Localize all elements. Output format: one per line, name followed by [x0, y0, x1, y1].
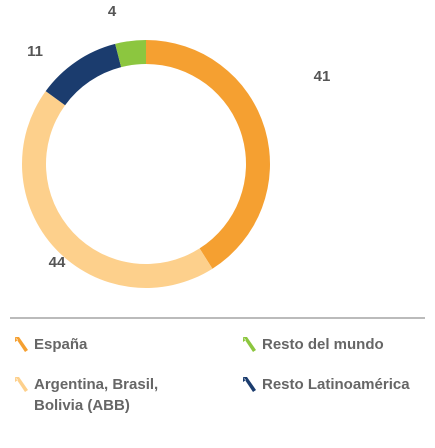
donut-segment: [115, 40, 146, 68]
legend-item: Resto Latinoamérica: [240, 374, 425, 395]
legend-icon: [15, 337, 28, 352]
legend-swatch: [15, 377, 28, 392]
legend-label: Resto Latinoamérica: [262, 376, 410, 393]
donut-segment: [22, 91, 213, 289]
legend-item: España: [12, 334, 197, 355]
legend-icon: [243, 337, 256, 352]
legend-label: Resto del mundo: [262, 336, 384, 353]
legend-item: Resto del mundo: [240, 334, 425, 355]
legend-label: Argentina, Brasil, Bolivia (ABB): [34, 376, 159, 414]
data-label: 41: [314, 68, 331, 85]
legend-icon: [15, 377, 28, 392]
legend-swatch: [243, 377, 256, 392]
data-label: 44: [49, 254, 66, 271]
data-label: 4: [108, 3, 117, 20]
data-label: 11: [27, 43, 43, 60]
donut-segment: [146, 40, 270, 269]
legend-label: España: [34, 336, 88, 353]
legend-item: Argentina, Brasil, Bolivia (ABB): [12, 374, 197, 416]
legend-swatch: [243, 337, 256, 352]
legend-icon: [243, 377, 256, 392]
legend-swatch: [15, 337, 28, 352]
donut-segment: [45, 43, 122, 106]
